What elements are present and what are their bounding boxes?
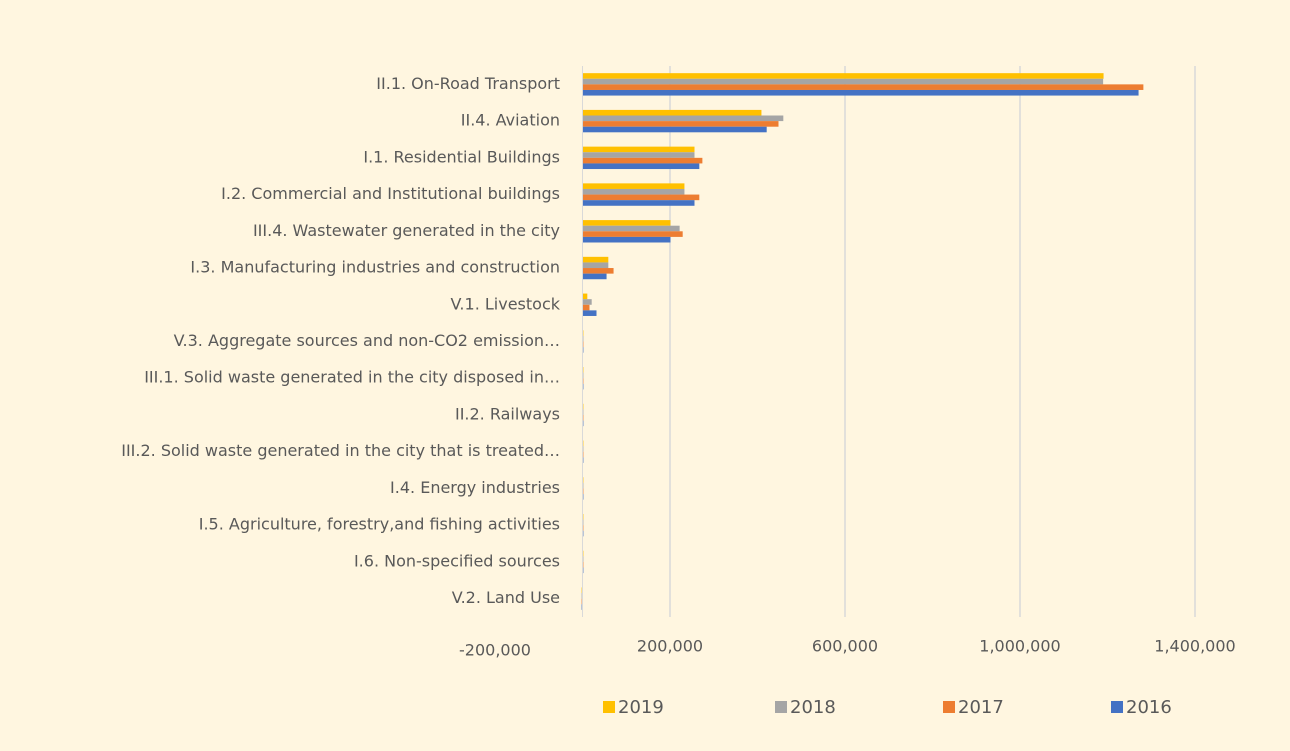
legend-label: 2016: [1126, 697, 1172, 718]
bar: [582, 293, 588, 300]
bar: [582, 152, 695, 158]
bar: [582, 194, 700, 201]
bar: [582, 89, 1139, 96]
y-tick-label: III.4. Wastewater generated in the city: [253, 221, 560, 240]
y-tick-label: II.2. Railways: [455, 404, 560, 423]
legend-label: 2018: [790, 697, 836, 718]
x-tick-label: 1,400,000: [1154, 637, 1235, 656]
bar: [582, 236, 671, 243]
y-tick-label: I.1. Residential Buildings: [363, 147, 560, 166]
x-tick-label: 600,000: [812, 637, 878, 656]
bar: [582, 121, 779, 127]
y-tick-label: I.3. Manufacturing industries and constr…: [190, 258, 560, 277]
legend-label: 2019: [618, 697, 664, 718]
bar: [582, 262, 609, 269]
y-tick-label: V.1. Livestock: [451, 294, 561, 313]
bar: [582, 163, 700, 170]
y-tick-label: V.3. Aggregate sources and non-CO2 emiss…: [174, 331, 560, 350]
bar: [582, 231, 683, 237]
y-tick-label: II.4. Aviation: [461, 111, 560, 130]
bar: [582, 115, 784, 122]
bar: [582, 220, 671, 226]
bar: [582, 188, 685, 195]
legend-label: 2017: [958, 697, 1004, 718]
bar: [582, 146, 695, 153]
bar: [582, 126, 767, 133]
y-tick-label: I.5. Agriculture, forestry,and fishing a…: [199, 515, 560, 534]
bar: [582, 225, 680, 232]
y-tick-label: I.2. Commercial and Institutional buildi…: [221, 184, 560, 203]
y-tick-label: II.1. On-Road Transport: [376, 74, 560, 93]
y-tick-label: III.2. Solid waste generated in the city…: [121, 441, 560, 460]
bar: [582, 200, 695, 206]
x-tick-label: 1,000,000: [979, 637, 1060, 656]
legend-swatch: [943, 701, 955, 713]
bar: [582, 78, 1104, 85]
legend-swatch: [603, 701, 615, 713]
y-tick-label: V.2. Land Use: [452, 588, 560, 607]
legend-swatch: [1111, 701, 1123, 713]
bar: [582, 256, 609, 263]
bar: [582, 304, 590, 311]
bar: [582, 183, 685, 189]
y-tick-label: III.1. Solid waste generated in the city…: [144, 368, 560, 387]
y-tick-label: I.4. Energy industries: [390, 478, 560, 497]
bar: [582, 310, 597, 316]
bar: [582, 273, 607, 280]
bar: [582, 73, 1104, 79]
bar: [582, 109, 762, 116]
bar: [582, 299, 592, 305]
bar: [582, 157, 703, 164]
y-tick-label: I.6. Non-specified sources: [354, 551, 560, 570]
x-tick-label: -200,000: [459, 641, 531, 660]
legend-swatch: [775, 701, 787, 713]
bar: [582, 84, 1144, 90]
x-tick-label: 200,000: [637, 637, 703, 656]
bar: [582, 268, 614, 274]
